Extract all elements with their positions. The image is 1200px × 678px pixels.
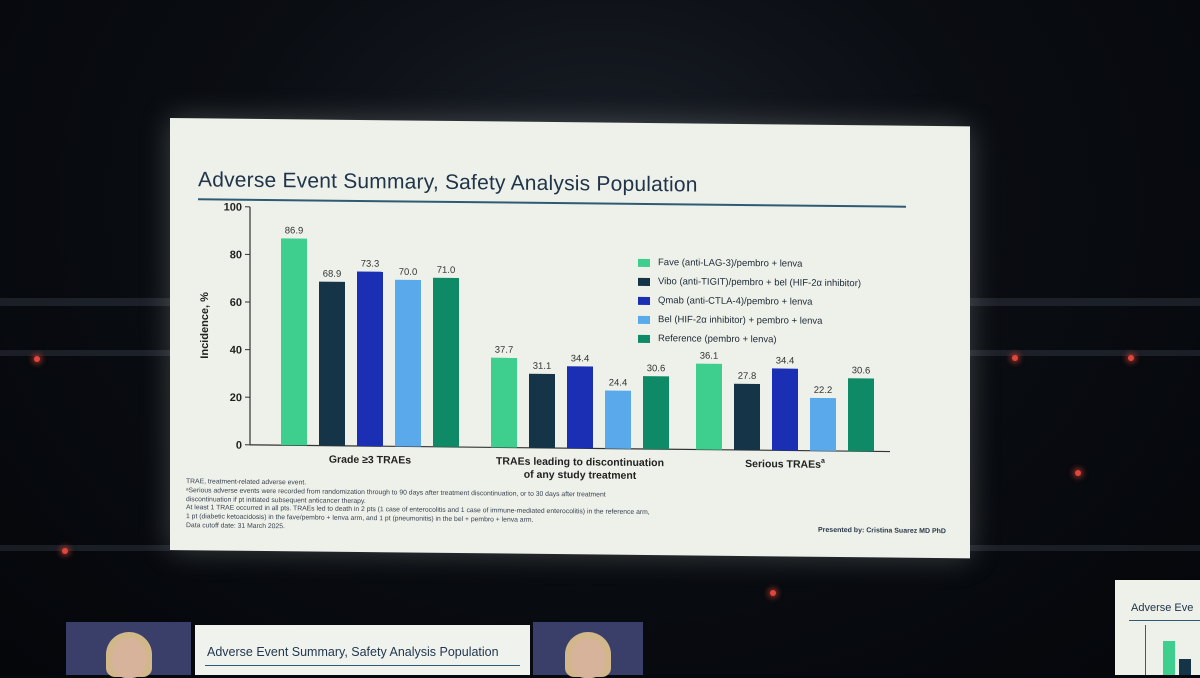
legend-label: Bel (HIF-2α inhibitor) + pembro + lenva (658, 314, 822, 327)
x-category-label-line: Serious TRAEs (745, 458, 821, 471)
lower-projection-screen: Adverse Event Summary, Safety Analysis P… (195, 625, 530, 675)
speaker-video-right (533, 622, 643, 675)
bar-2-group-3 (734, 384, 760, 450)
bar-value-label: 22.2 (814, 385, 832, 396)
legend-label: Reference (pembro + lenva) (658, 333, 777, 345)
side-chart-bar (1163, 641, 1175, 675)
x-category-label: Grade ≥3 TRAEs (329, 454, 411, 467)
speaker-face (571, 638, 605, 678)
legend-label: Vibo (anti-TIGIT)/pembro + bel (HIF-2α i… (658, 276, 861, 289)
x-category-label: TRAEs leading to discontinuationof any s… (496, 455, 664, 482)
legend-item: Qmab (anti-CTLA-4)/pembro + lenva (638, 291, 861, 312)
legend-item: Reference (pembro + lenva) (638, 329, 861, 350)
side-chart-axis (1145, 625, 1146, 675)
bar-value-label: 86.9 (285, 225, 303, 236)
bar-1-group-1 (281, 238, 307, 445)
side-slide-title: Adverse Eve (1131, 602, 1193, 614)
speaker-face (112, 638, 146, 678)
bar-value-label: 73.3 (361, 259, 379, 270)
bar-2-group-1 (319, 282, 345, 446)
bar-1-group-3 (696, 364, 722, 450)
legend-swatch (638, 315, 650, 323)
bar-5-group-3 (848, 378, 874, 451)
y-tick-label: 40 (230, 344, 242, 356)
bar-4-group-3 (810, 398, 836, 451)
y-tick-label: 20 (230, 392, 242, 404)
x-category-label: Serious TRAEsa (745, 457, 825, 471)
bar-value-label: 27.8 (738, 371, 756, 382)
bar-value-label: 30.6 (852, 365, 870, 376)
footnotes: TRAE, treatment-related adverse event.ᵃS… (186, 478, 786, 537)
stage-light (34, 356, 40, 362)
projection-screen: Adverse Event Summary, Safety Analysis P… (170, 118, 970, 558)
bar-5-group-1 (433, 278, 459, 447)
bar-3-group-1 (357, 272, 383, 447)
y-tick-label: 100 (224, 202, 242, 214)
y-tick-label: 60 (230, 297, 242, 309)
bar-value-label: 37.7 (495, 345, 513, 356)
x-category-label-line: of any study treatment (524, 469, 637, 482)
bar-value-label: 34.4 (571, 353, 589, 364)
legend-label: Qmab (anti-CTLA-4)/pembro + lenva (658, 295, 812, 308)
side-title-rule (1129, 620, 1200, 621)
bar-value-label: 68.9 (323, 269, 341, 280)
speaker-video-left (66, 622, 191, 675)
stage-light (62, 548, 68, 554)
legend-label: Fave (anti-LAG-3)/pembro + lenva (658, 257, 802, 270)
presenter-credit: Presented by: Cristina Suarez MD PhD (818, 527, 946, 535)
side-projection-screen: Adverse Eve (1115, 580, 1200, 675)
side-chart-bar (1179, 659, 1191, 675)
legend-swatch (638, 334, 650, 342)
legend-item: Vibo (anti-TIGIT)/pembro + bel (HIF-2α i… (638, 272, 861, 293)
y-tick-label: 80 (230, 249, 242, 261)
stage-light (1012, 355, 1018, 361)
bar-value-label: 24.4 (609, 378, 627, 389)
bar-3-group-2 (567, 366, 593, 448)
legend-swatch (638, 296, 650, 304)
chart-legend: Fave (anti-LAG-3)/pembro + lenva Vibo (an… (638, 253, 861, 350)
bar-value-label: 34.4 (776, 355, 794, 366)
stage-light (1075, 470, 1081, 476)
stage-light (770, 590, 776, 596)
bar-1-group-2 (491, 358, 517, 448)
bar-value-label: 70.0 (399, 267, 417, 278)
bar-value-label: 71.0 (437, 265, 455, 276)
legend-swatch (638, 277, 650, 285)
bar-value-label: 31.1 (533, 361, 551, 372)
bar-4-group-1 (395, 280, 421, 447)
y-tick-label: 0 (236, 440, 242, 452)
stage-light (1128, 355, 1134, 361)
bar-2-group-2 (529, 374, 555, 448)
lower-slide-title: Adverse Event Summary, Safety Analysis P… (207, 645, 499, 659)
bar-4-group-2 (605, 390, 631, 448)
bar-value-label: 36.1 (700, 351, 718, 362)
x-category-label-line: TRAEs leading to discontinuation (496, 455, 664, 469)
legend-item: Bel (HIF-2α inhibitor) + pembro + lenva (638, 310, 861, 331)
x-category-label-line: Grade ≥3 TRAEs (329, 454, 411, 467)
y-axis-title: Incidence, % (199, 292, 211, 359)
legend-item: Fave (anti-LAG-3)/pembro + lenva (638, 253, 861, 274)
bar-5-group-2 (643, 376, 669, 449)
legend-swatch (638, 258, 650, 266)
lower-title-rule (205, 665, 520, 666)
bar-3-group-3 (772, 368, 798, 450)
bar-value-label: 30.6 (647, 363, 665, 374)
category-superscript: a (821, 458, 825, 465)
